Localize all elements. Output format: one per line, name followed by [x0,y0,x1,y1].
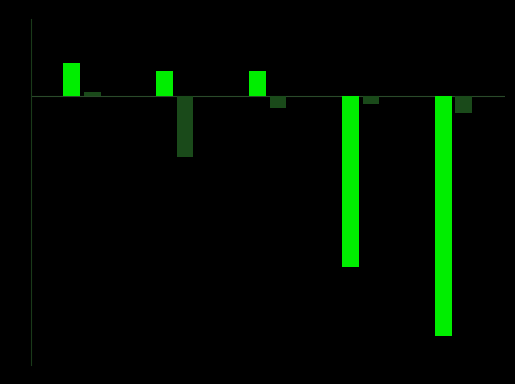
Bar [63,63,80,96]
Bar [435,96,452,336]
Bar [455,96,472,113]
Bar [84,92,100,96]
Bar [177,96,194,157]
Bar [342,96,359,267]
Bar [270,96,286,108]
Bar [363,96,379,104]
Bar [249,71,266,96]
Bar [157,71,173,96]
